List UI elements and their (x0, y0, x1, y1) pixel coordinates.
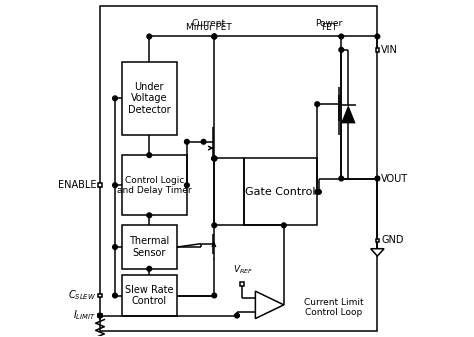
Text: FET: FET (321, 24, 337, 32)
Text: Power: Power (315, 19, 343, 28)
Text: Under
Voltage
Detector: Under Voltage Detector (128, 82, 171, 115)
Circle shape (212, 156, 217, 161)
Circle shape (339, 34, 344, 39)
Circle shape (212, 156, 217, 161)
Bar (244, 158, 317, 225)
Bar (375, 177, 379, 180)
Circle shape (212, 223, 217, 228)
Circle shape (98, 313, 102, 318)
Circle shape (113, 293, 118, 298)
Circle shape (339, 176, 344, 181)
Text: Mirror FET: Mirror FET (186, 24, 231, 32)
Text: $C_{SLEW}$: $C_{SLEW}$ (68, 288, 97, 302)
Text: VOUT: VOUT (382, 174, 409, 184)
Text: Thermal
Sensor: Thermal Sensor (129, 236, 169, 258)
Bar (98, 314, 102, 317)
Circle shape (282, 223, 286, 228)
Bar (98, 183, 102, 187)
Circle shape (315, 189, 319, 194)
Circle shape (113, 183, 118, 188)
Circle shape (147, 213, 152, 218)
Circle shape (201, 140, 206, 144)
Text: ENABLE: ENABLE (58, 180, 97, 190)
Circle shape (113, 245, 118, 249)
Text: VIN: VIN (382, 45, 398, 55)
Text: Current: Current (191, 19, 226, 28)
Circle shape (315, 102, 319, 106)
Circle shape (184, 140, 189, 144)
Bar (240, 282, 244, 286)
Text: $V_{REF}$: $V_{REF}$ (233, 264, 253, 276)
Text: $I_{LIMIT}$: $I_{LIMIT}$ (73, 309, 97, 323)
Bar (375, 48, 379, 52)
Polygon shape (341, 105, 356, 123)
Circle shape (212, 156, 217, 161)
Circle shape (212, 293, 217, 298)
Circle shape (212, 34, 217, 39)
Circle shape (375, 176, 380, 181)
Bar (122, 225, 177, 269)
Text: Slew Rate
Control: Slew Rate Control (125, 285, 173, 306)
Circle shape (113, 96, 118, 101)
Circle shape (147, 153, 152, 157)
Bar (122, 62, 177, 135)
Polygon shape (371, 249, 384, 256)
Bar (100, 6, 377, 331)
Circle shape (147, 267, 152, 271)
Bar (122, 155, 187, 215)
Circle shape (184, 183, 189, 188)
Bar (375, 239, 379, 242)
Bar (98, 294, 102, 297)
Text: Current Limit
Control Loop: Current Limit Control Loop (304, 298, 364, 317)
Circle shape (375, 34, 380, 39)
Circle shape (212, 34, 217, 39)
Circle shape (235, 313, 239, 318)
Circle shape (339, 48, 344, 52)
Circle shape (212, 34, 217, 39)
Text: GND: GND (382, 235, 404, 245)
Polygon shape (255, 291, 284, 318)
Circle shape (317, 189, 321, 194)
Text: Gate Control: Gate Control (245, 187, 316, 197)
Bar (122, 275, 177, 315)
Circle shape (147, 34, 152, 39)
Text: Control Logic
and Delay Timer: Control Logic and Delay Timer (117, 176, 191, 195)
